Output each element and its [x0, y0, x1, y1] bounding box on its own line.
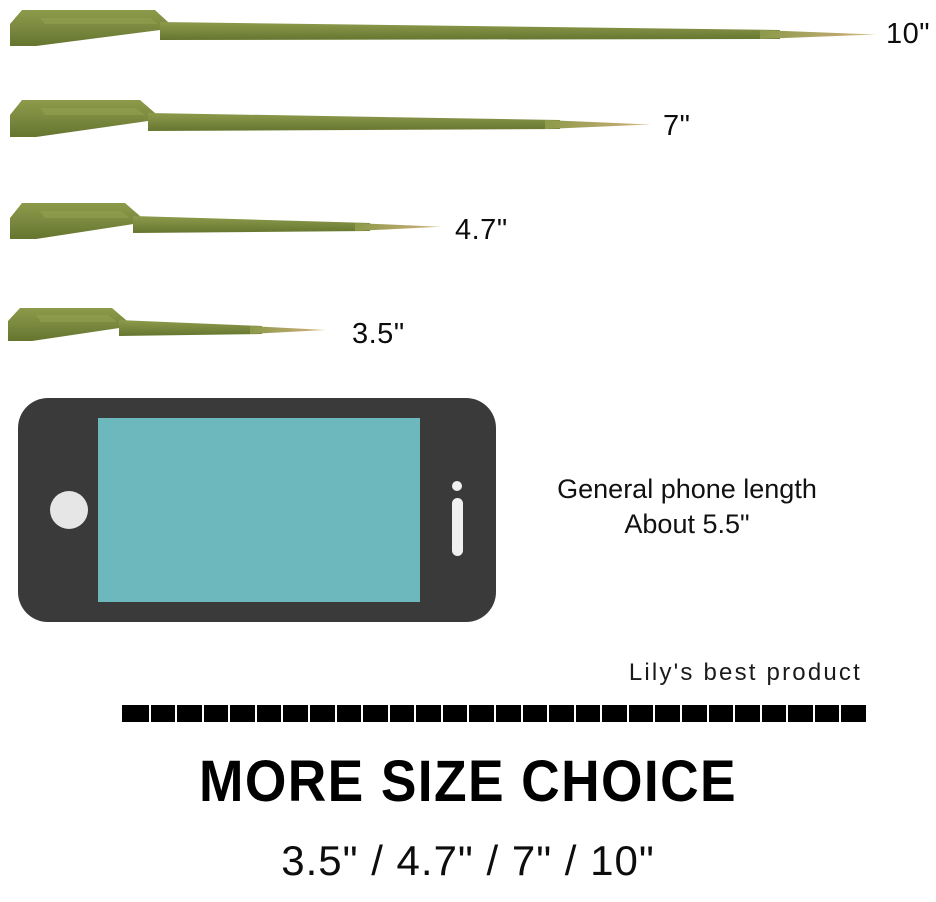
ruler-tick	[707, 705, 709, 722]
size-label-47in: 4.7"	[455, 214, 508, 246]
ruler-tick	[308, 705, 310, 722]
ruler-tick	[467, 705, 469, 722]
ruler-tick	[600, 705, 602, 722]
ruler-tick	[786, 705, 788, 722]
ruler-tick	[335, 705, 337, 722]
phone-caption-line1: General phone length	[557, 474, 817, 504]
phone-illustration	[14, 394, 500, 626]
ruler-tick	[547, 705, 549, 722]
ruler-tick	[281, 705, 283, 722]
ruler-tick	[414, 705, 416, 722]
skewer-47in	[0, 193, 936, 261]
phone-caption-line2: About 5.5"	[624, 508, 750, 539]
ruler-tick	[760, 705, 762, 722]
brand-text: Lily's best product	[628, 659, 862, 686]
ruler-tick	[733, 705, 735, 722]
ruler-tick	[202, 705, 204, 722]
ruler-tick	[441, 705, 443, 722]
ruler-tick	[680, 705, 682, 722]
size-label-10in: 10"	[886, 18, 931, 50]
size-label-7in: 7"	[663, 110, 691, 142]
ruler-tick	[574, 705, 576, 722]
ruler-tick	[813, 705, 815, 722]
skewer-35in	[0, 298, 936, 360]
ruler-tick	[627, 705, 629, 722]
ruler-tick	[494, 705, 496, 722]
ruler-tick	[149, 705, 151, 722]
speaker-slot	[452, 498, 463, 556]
camera-dot	[452, 481, 462, 491]
ruler-tick	[839, 705, 841, 722]
ruler-tick	[228, 705, 230, 722]
ruler-tick	[175, 705, 177, 722]
headline: MORE SIZE CHOICE	[199, 749, 737, 814]
size-label-35in: 3.5"	[352, 318, 405, 350]
ruler-tick	[361, 705, 363, 722]
ruler-tick	[521, 705, 523, 722]
ruler-tick	[255, 705, 257, 722]
ruler-divider	[122, 705, 866, 722]
ruler-tick	[653, 705, 655, 722]
skewer-10in	[0, 0, 936, 70]
phone-caption: General phone length About 5.5"	[524, 472, 850, 541]
ruler-tick	[388, 705, 390, 722]
phone-screen	[98, 418, 420, 602]
size-list: 3.5" / 4.7" / 7" / 10"	[281, 837, 655, 884]
skewer-7in	[0, 90, 936, 160]
home-button	[50, 491, 88, 529]
